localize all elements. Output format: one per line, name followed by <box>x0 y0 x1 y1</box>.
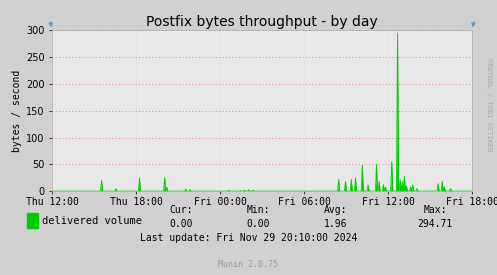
Text: Munin 2.0.75: Munin 2.0.75 <box>219 260 278 269</box>
Title: Postfix bytes throughput - by day: Postfix bytes throughput - by day <box>146 15 378 29</box>
Text: Last update: Fri Nov 29 20:10:00 2024: Last update: Fri Nov 29 20:10:00 2024 <box>140 233 357 243</box>
Text: 0.00: 0.00 <box>169 219 193 229</box>
Text: Max:: Max: <box>423 205 447 215</box>
Text: Min:: Min: <box>247 205 270 215</box>
Text: Avg:: Avg: <box>324 205 347 215</box>
Text: delivered volume: delivered volume <box>42 216 142 226</box>
Text: Cur:: Cur: <box>169 205 193 215</box>
Y-axis label: bytes / second: bytes / second <box>12 70 22 152</box>
Text: 294.71: 294.71 <box>417 219 452 229</box>
Text: RRDTOOL / TOBI OETIKER: RRDTOOL / TOBI OETIKER <box>486 58 492 151</box>
Text: 1.96: 1.96 <box>324 219 347 229</box>
Text: 0.00: 0.00 <box>247 219 270 229</box>
